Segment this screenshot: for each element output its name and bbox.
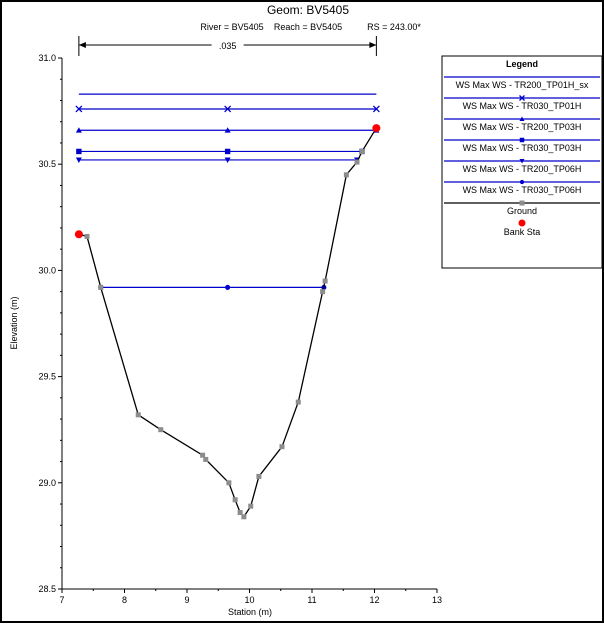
legend-item-bank: Bank Sta <box>504 219 541 237</box>
ground-point <box>158 427 164 433</box>
ws-marker <box>75 127 82 133</box>
y-tick-label: 31.0 <box>38 53 56 63</box>
ws-series <box>75 105 380 113</box>
legend-swatch-marker <box>519 179 525 185</box>
subtitle-reach: Reach = BV5405 <box>274 22 342 32</box>
legend-item: WS Max WS - TR200_TP01H_sx <box>444 76 600 90</box>
ground-point <box>226 480 232 486</box>
ground-point <box>256 473 262 479</box>
x-ticks: 7 8 9 10 11 12 13 <box>59 589 442 605</box>
ws-marker <box>372 105 380 113</box>
ws-marker <box>224 148 231 155</box>
ws-marker <box>224 157 231 163</box>
chart-title: Geom: BV5405 <box>267 3 349 17</box>
y-ticks: 28.5 29.0 29.5 30.0 30.5 31.0 <box>38 53 62 594</box>
ws-marker <box>224 127 231 133</box>
ground-point <box>237 510 243 516</box>
ground-point <box>248 503 254 509</box>
legend-label: WS Max WS - TR200_TP01H_sx <box>456 80 589 90</box>
ground-point <box>359 148 365 154</box>
ground-point <box>322 278 328 284</box>
ground-point <box>232 497 238 503</box>
ground-series <box>76 125 379 520</box>
ws-marker <box>76 148 82 155</box>
legend-swatch-marker <box>519 116 525 121</box>
y-axis-label: Elevation (m) <box>9 296 19 349</box>
x-tick-label: 8 <box>122 595 127 605</box>
y-tick-label: 28.5 <box>38 584 56 594</box>
ws-marker <box>75 157 82 163</box>
x-tick-label: 9 <box>184 595 189 605</box>
ws-marker <box>225 284 231 290</box>
legend-label: Ground <box>507 206 537 216</box>
ground-point <box>200 452 206 458</box>
legend-swatch-marker <box>519 95 525 101</box>
bank-station-series <box>74 124 381 239</box>
legend-label: Bank Sta <box>504 227 541 237</box>
legend-label: WS Max WS - TR200_TP03H <box>463 122 582 132</box>
subtitle-river: River = BV5405 <box>200 22 263 32</box>
subtitle-rs: RS = 243.00* <box>367 22 421 32</box>
y-tick-label: 29.5 <box>38 372 56 382</box>
manning-left-arrow <box>78 42 86 48</box>
legend-swatch-marker <box>518 219 526 227</box>
ws-marker <box>75 105 83 113</box>
manning-label-bg <box>211 39 244 51</box>
ground-point <box>98 284 104 290</box>
ground-point <box>295 399 301 405</box>
legend-swatch-marker <box>519 137 525 143</box>
ws-marker <box>224 105 232 113</box>
legend-items: WS Max WS - TR200_TP01H_sx WS Max WS - TR… <box>444 76 600 237</box>
legend-label: WS Max WS - TR200_TP06H <box>463 164 582 174</box>
ground-point <box>343 172 349 178</box>
x-tick-label: 11 <box>307 595 316 605</box>
y-tick-label: 29.0 <box>38 478 56 488</box>
legend-label: WS Max WS - TR030_TP03H <box>463 143 582 153</box>
y-tick-label: 30.5 <box>38 159 56 169</box>
ground-point <box>84 233 90 239</box>
ground-point <box>203 456 209 462</box>
x-tick-label: 10 <box>244 595 254 605</box>
manning-label: .035 <box>219 41 237 51</box>
y-tick-label: 30.0 <box>38 265 56 275</box>
x-tick-label: 7 <box>59 595 64 605</box>
ground-point <box>279 444 285 450</box>
legend-title: Legend <box>506 59 538 69</box>
legend-label: WS Max WS - TR030_TP01H <box>463 101 582 111</box>
legend-swatch-marker <box>519 159 525 164</box>
ground-point <box>241 514 247 520</box>
legend-swatch-marker <box>519 200 525 206</box>
manning-right-arrow <box>369 42 377 48</box>
x-tick-label: 12 <box>369 595 379 605</box>
legend-item-ground: Ground <box>444 200 600 216</box>
ground-point <box>320 289 326 295</box>
legend-label: WS Max WS - TR030_TP06H <box>463 185 582 195</box>
bank-station-point <box>74 230 83 239</box>
manning-n-annotation: .035 <box>78 36 377 56</box>
bank-station-point <box>372 124 381 133</box>
x-tick-label: 13 <box>432 595 442 605</box>
ground-point <box>135 412 141 418</box>
x-axis-label: Station (m) <box>228 607 272 617</box>
ground-point <box>354 159 360 165</box>
